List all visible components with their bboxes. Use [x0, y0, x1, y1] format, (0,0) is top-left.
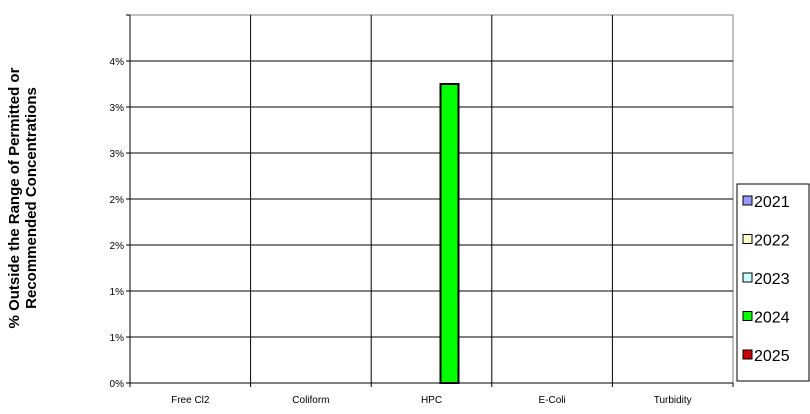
- legend-swatch: [742, 272, 753, 283]
- y-tick-label: 3%: [110, 103, 125, 114]
- y-axis-label-line-2: Recommended Concentrations: [23, 87, 40, 309]
- legend-swatch: [742, 349, 753, 360]
- x-tick-label: E-Coli: [538, 395, 565, 406]
- legend: 2021 2022 2023 2024 2025: [736, 183, 810, 382]
- x-tick-label: Coliform: [292, 395, 329, 406]
- y-tick-label: 4%: [110, 57, 125, 68]
- legend-label: 2025: [754, 348, 790, 365]
- legend-label: 2022: [754, 233, 790, 250]
- y-tick-label: 2%: [110, 241, 125, 252]
- legend-swatch: [742, 195, 753, 206]
- y-tick-label: 2%: [110, 195, 125, 206]
- y-tick-label: 3%: [110, 149, 125, 160]
- legend-swatch: [742, 311, 753, 321]
- plot-area: [129, 14, 734, 384]
- y-tick-label: 1%: [110, 287, 125, 298]
- x-tick-label: Turbidity: [654, 395, 692, 406]
- y-tick-label: 0%: [110, 379, 125, 390]
- x-axis-ticks: Free Cl2 Coliform HPC E-Coli Turbidity: [129, 383, 734, 406]
- y-axis-ticks: 0% 1% 1% 2% 2% 3% 3% 4%: [110, 14, 130, 390]
- y-tick-label: 1%: [110, 333, 125, 344]
- legend-label: 2023: [754, 271, 790, 288]
- x-tick-label: Free Cl2: [171, 395, 210, 406]
- bar-2024-hpc: [439, 83, 460, 384]
- legend-label: 2024: [754, 310, 790, 327]
- y-axis-label: % Outside the Range of Permitted or Reco…: [6, 67, 40, 328]
- x-tick-label: HPC: [421, 395, 442, 406]
- legend-label: 2021: [754, 194, 790, 211]
- y-axis-label-line-1: % Outside the Range of Permitted or: [6, 67, 23, 328]
- legend-swatch: [742, 234, 753, 244]
